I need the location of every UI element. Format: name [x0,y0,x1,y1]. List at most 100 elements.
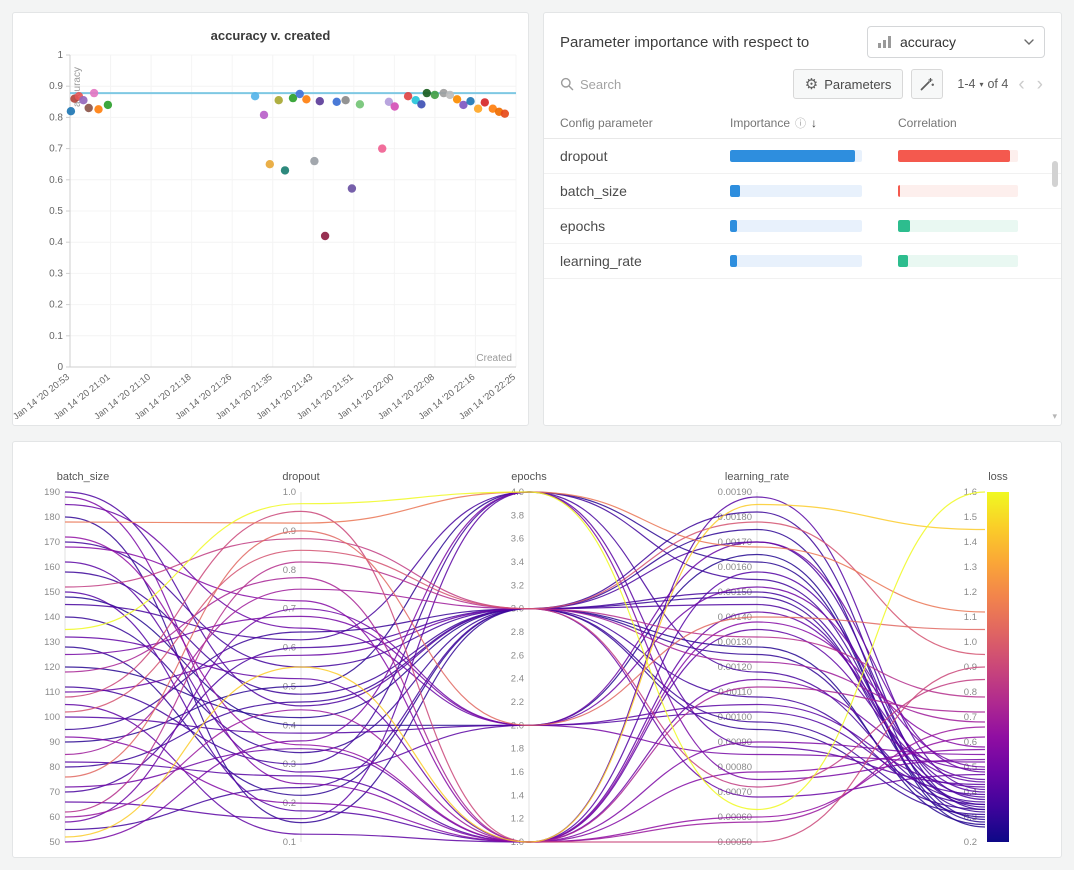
svg-text:3.2: 3.2 [511,580,524,591]
magic-wand-icon [920,78,935,91]
col-correlation: Correlation [898,115,957,130]
svg-text:3.8: 3.8 [511,510,524,521]
parallel-coordinates-chart: batch_size 190 180 170 160 150 140 130 120 110 100… [44,471,1009,848]
svg-text:0.7: 0.7 [964,712,977,723]
parameter-name: dropout [560,148,608,164]
svg-text:2.6: 2.6 [511,650,524,661]
axis-title-epochs: epochs [511,471,547,483]
metric-select[interactable]: accuracy [867,26,1045,58]
sort-desc-icon[interactable]: ↓ [811,115,818,130]
magic-wand-button[interactable] [911,69,944,99]
importance-bar [730,185,862,197]
svg-text:180: 180 [44,512,60,523]
svg-text:0.6: 0.6 [964,737,977,748]
svg-text:160: 160 [44,562,60,573]
svg-text:0.00110: 0.00110 [718,687,752,698]
svg-text:0.00140: 0.00140 [718,612,752,623]
parallel-run-lines[interactable] [64,491,986,843]
chevron-down-icon [1024,39,1034,45]
parameters-button[interactable]: ⚙ Parameters [792,69,904,99]
gear-icon: ⚙ [804,75,819,93]
scatter-points[interactable] [66,88,509,241]
scatter-panel: accuracy v. created 1 0.9 0.8 0.7 0.6 0.5 0.4 0… [12,12,529,426]
svg-text:0.8: 0.8 [49,112,63,123]
importance-row-batch_size[interactable]: batch_size [544,174,1061,209]
svg-text:1: 1 [57,50,63,61]
parameter-name: learning_rate [560,253,642,269]
svg-text:170: 170 [44,537,60,548]
importance-bar [730,255,862,267]
pagination-caret-icon: ▾ [979,79,984,89]
correlation-bar [898,220,1018,232]
prev-page-icon[interactable]: ‹ [1018,73,1025,95]
svg-text:1.4: 1.4 [511,790,524,801]
pagination[interactable]: 1-4 ▾ of 4 [957,77,1008,91]
next-page-icon[interactable]: › [1036,73,1043,95]
importance-bar [730,150,862,162]
svg-text:120: 120 [44,662,60,673]
axis-title-loss: loss [988,471,1008,483]
svg-text:0.4: 0.4 [283,720,296,731]
svg-text:0.2: 0.2 [49,300,63,311]
svg-text:0.8: 0.8 [964,687,977,698]
svg-text:3.4: 3.4 [511,557,524,568]
svg-text:50: 50 [49,837,60,848]
axis-title-batch_size: batch_size [57,471,110,483]
scatter-xlabel: Created [476,353,512,364]
svg-text:0.4: 0.4 [964,787,977,798]
svg-text:0.00160: 0.00160 [718,562,752,573]
svg-text:0.1: 0.1 [49,331,63,342]
search-box[interactable] [560,76,793,92]
scrollbar-thumb[interactable] [1052,161,1058,187]
svg-text:1.8: 1.8 [511,744,524,755]
svg-text:0.9: 0.9 [49,81,63,92]
col-importance: Importance [730,115,791,130]
svg-text:0.00080: 0.00080 [718,762,752,773]
svg-text:0: 0 [57,362,63,373]
parallel-axes[interactable]: batch_size 190 180 170 160 150 140 130 120 110 100… [44,471,1008,848]
parameter-importance-panel: Parameter importance with respect to acc… [543,12,1062,426]
svg-text:0.5: 0.5 [964,762,977,773]
scroll-down-icon[interactable]: ▾ [1052,411,1057,421]
scatter-title: accuracy v. created [210,28,331,43]
search-input[interactable] [580,76,710,92]
svg-text:1.6: 1.6 [964,487,977,498]
importance-row-dropout[interactable]: dropout [544,139,1061,174]
info-icon[interactable]: ⓘ [795,117,807,130]
svg-text:0.00180: 0.00180 [718,512,752,523]
svg-text:1.2: 1.2 [964,587,977,598]
importance-bar [730,220,862,232]
svg-text:1.2: 1.2 [511,814,524,825]
col-config-parameter: Config parameter [560,115,653,130]
svg-text:190: 190 [44,487,60,498]
svg-text:0.00070: 0.00070 [718,787,752,798]
importance-table-body: dropout batch_size epochs learning_rate [544,139,1061,279]
svg-text:0.00120: 0.00120 [718,662,752,673]
pagination-range[interactable]: 1-4 [957,77,976,91]
svg-text:1.3: 1.3 [964,562,977,573]
svg-text:0.7: 0.7 [49,144,63,155]
svg-text:140: 140 [44,612,60,623]
svg-text:110: 110 [45,687,60,698]
svg-text:0.4: 0.4 [49,237,63,248]
svg-text:2.2: 2.2 [511,697,524,708]
importance-row-learning_rate[interactable]: learning_rate [544,244,1061,279]
svg-text:0.8: 0.8 [283,565,296,576]
svg-text:0.3: 0.3 [49,268,63,279]
svg-text:1.6: 1.6 [511,767,524,778]
svg-text:2.8: 2.8 [511,627,524,638]
svg-text:0.00130: 0.00130 [718,637,752,648]
parameters-button-label: Parameters [824,76,892,92]
axis-title-learning_rate: learning_rate [725,471,789,483]
search-icon [560,77,574,91]
parameter-name: batch_size [560,183,627,199]
importance-row-epochs[interactable]: epochs [544,209,1061,244]
loss-colorbar [987,492,1009,842]
svg-text:0.5: 0.5 [49,206,63,217]
parameter-name: epochs [560,218,606,234]
svg-text:150: 150 [44,587,60,598]
svg-text:90: 90 [49,737,60,748]
svg-text:70: 70 [49,787,60,798]
svg-text:0.2: 0.2 [964,837,977,848]
